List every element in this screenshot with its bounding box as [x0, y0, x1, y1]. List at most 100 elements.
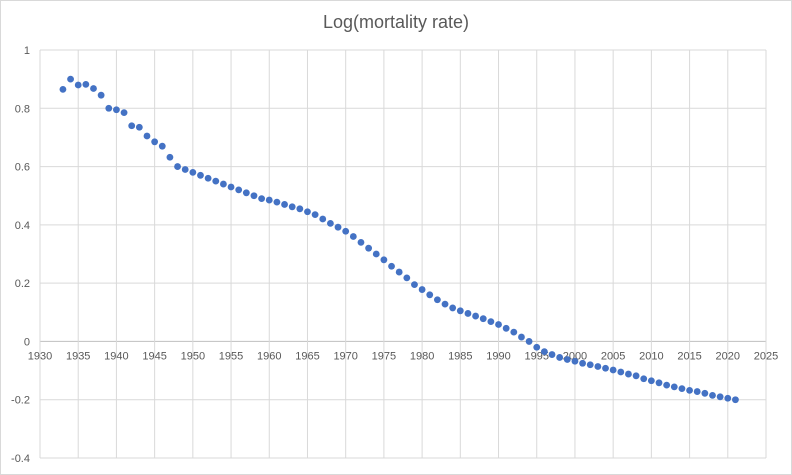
x-tick-label: 1965 [295, 350, 319, 362]
data-point [456, 307, 464, 315]
data-point [82, 80, 90, 88]
data-point [181, 166, 189, 173]
data-point [594, 363, 602, 370]
y-tick-label: -0.2 [11, 395, 30, 407]
data-point [220, 180, 227, 188]
data-point [265, 196, 273, 204]
data-point [212, 177, 220, 185]
data-point [686, 386, 693, 394]
data-point [120, 109, 128, 117]
data-point [151, 138, 159, 146]
data-point [518, 333, 525, 341]
x-tick-label: 1980 [410, 350, 434, 362]
x-tick-label: 1940 [104, 350, 128, 362]
data-point [327, 220, 334, 227]
data-point [433, 296, 441, 304]
data-point [716, 393, 724, 401]
data-point [418, 286, 426, 293]
data-point [548, 351, 556, 358]
tick-labels: -0.4 -0.2 0 0.2 0.4 0.6 0.8 1 1930 1935 1940 1945 19… [11, 45, 778, 465]
data-point [189, 169, 197, 176]
data-point [693, 388, 701, 395]
data-point [143, 132, 151, 140]
data-point [349, 233, 357, 240]
data-point [647, 377, 655, 385]
x-tick-label: 2025 [754, 350, 778, 362]
data-point [449, 304, 457, 312]
x-tick-label: 2010 [639, 350, 663, 362]
data-point [357, 238, 365, 246]
data-point [334, 223, 342, 231]
data-point [388, 262, 395, 270]
chart-title: Log(mortality rate) [323, 12, 469, 32]
data-point [701, 389, 709, 397]
data-point [113, 106, 120, 114]
data-point [311, 211, 319, 219]
data-point [525, 338, 533, 345]
data-point [556, 354, 564, 361]
x-tick-label: 1930 [28, 350, 52, 362]
y-tick-label: 0 [24, 336, 30, 348]
data-point [372, 250, 380, 258]
data-point [235, 186, 243, 194]
y-tick-label: 0.8 [15, 103, 30, 115]
data-point [296, 205, 304, 213]
data-point [724, 394, 732, 402]
y-tick-label: 0.6 [15, 162, 30, 174]
data-point [174, 163, 181, 170]
x-tick-label: 1935 [66, 350, 90, 362]
data-point [365, 244, 373, 252]
data-point [166, 153, 174, 161]
y-tick-label: 0.2 [15, 278, 30, 290]
y-tick-label: 0.4 [15, 220, 30, 232]
data-point [411, 281, 418, 288]
x-tick-label: 1990 [486, 350, 510, 362]
data-point [487, 318, 495, 326]
data-point [135, 123, 143, 131]
data-point [563, 356, 571, 363]
x-tick-label: 1950 [181, 350, 205, 362]
data-point [59, 85, 67, 93]
data-point [403, 274, 411, 282]
x-tick-label: 1970 [333, 350, 357, 362]
data-point [640, 375, 648, 383]
gridlines [39, 49, 767, 459]
data-point [464, 310, 472, 317]
data-point [441, 300, 449, 308]
data-point [380, 256, 388, 264]
data-point [67, 75, 74, 83]
data-point [663, 381, 671, 389]
data-point [258, 195, 266, 203]
data-point [709, 391, 716, 399]
data-point [632, 372, 640, 380]
data-point [304, 208, 311, 216]
data-point [273, 198, 281, 206]
x-tick-label: 1985 [448, 350, 472, 362]
data-points [59, 75, 739, 404]
x-tick-label: 1960 [257, 350, 281, 362]
data-point [97, 91, 105, 99]
data-point [670, 383, 678, 391]
data-point [319, 215, 327, 223]
x-tick-label: 2015 [677, 350, 701, 362]
x-tick-label: 2005 [601, 350, 625, 362]
data-point [128, 122, 136, 130]
data-point [617, 368, 625, 376]
data-point [571, 357, 579, 365]
data-point [472, 312, 479, 320]
data-point [105, 104, 113, 112]
data-point [602, 364, 609, 372]
data-point [281, 201, 288, 208]
data-point [227, 183, 235, 191]
data-point [479, 315, 487, 323]
data-point [510, 328, 518, 336]
data-point [90, 85, 97, 92]
data-point [242, 189, 250, 197]
x-tick-label: 2020 [716, 350, 740, 362]
data-point [288, 203, 296, 211]
data-point [533, 343, 541, 351]
x-tick-label: 1955 [219, 350, 243, 362]
data-point [158, 142, 166, 150]
data-point [197, 171, 204, 179]
